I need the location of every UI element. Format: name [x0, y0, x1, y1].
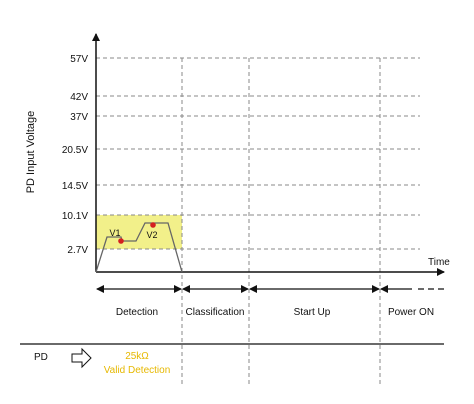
y-tick-label-14-5v: 14.5V: [62, 181, 88, 192]
y-tick-label-57v: 57V: [70, 54, 88, 65]
v2-point: [150, 222, 156, 228]
legend-resistance-value: 25kΩ: [125, 351, 149, 362]
phase-label-startup: Start Up: [294, 307, 331, 318]
phase-label-poweron: Power ON: [388, 307, 434, 318]
legend-valid-detection: Valid Detection: [104, 365, 171, 376]
voltage-waveform: [95, 222, 183, 273]
phase-separators: [181, 58, 381, 385]
y-tick-label-2-7v: 2.7V: [67, 245, 88, 256]
y-axis-title: PD Input Voltage: [25, 111, 37, 194]
detection-window-band: [96, 215, 182, 249]
phase-label-detection: Detection: [116, 307, 158, 318]
right-arrow-icon: [71, 347, 92, 369]
v1-point: [118, 238, 124, 244]
v1-label: V1: [109, 228, 120, 238]
legend-device-label: PD: [34, 352, 48, 363]
y-tick-label-10-1v: 10.1V: [62, 211, 88, 222]
y-tick-label-37v: 37V: [70, 112, 88, 123]
v2-label: V2: [146, 230, 157, 240]
horizontal-gridlines: [96, 57, 420, 250]
y-tick-label-20-5v: 20.5V: [62, 145, 88, 156]
y-tick-label-42v: 42V: [70, 92, 88, 103]
phase-label-classification: Classification: [186, 307, 245, 318]
x-axis-label: Time: [428, 257, 450, 268]
